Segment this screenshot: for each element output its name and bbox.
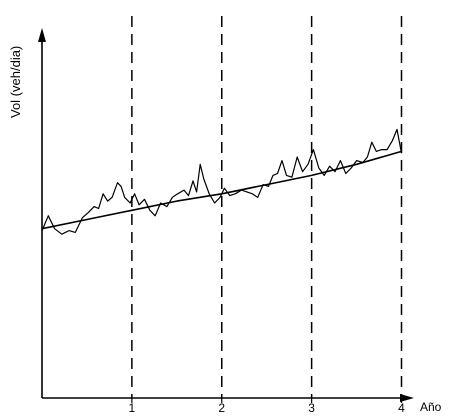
x-tick-labels: 1 2 3 4 [129, 401, 406, 415]
y-axis-label: Vol (veh/dia) [8, 46, 23, 118]
x-tick-label-3: 3 [308, 401, 315, 415]
x-axis-label: Año [420, 400, 442, 414]
y-axis-arrow-icon [38, 28, 46, 42]
vertical-dashed-lines [131, 16, 403, 398]
x-tick-label-4: 4 [398, 401, 405, 415]
x-ticks [131, 398, 403, 403]
x-tick-label-1: 1 [129, 401, 136, 415]
series-lines [41, 128, 403, 235]
x-tick-label-2: 2 [218, 401, 225, 415]
series-line-2-smooth [41, 150, 402, 230]
x-axis-arrow-icon [400, 394, 414, 402]
